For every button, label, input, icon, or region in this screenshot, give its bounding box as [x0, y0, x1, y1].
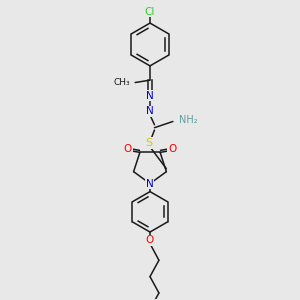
Text: S: S — [146, 138, 153, 148]
Text: O: O — [124, 144, 132, 154]
Text: O: O — [146, 236, 154, 245]
Text: N: N — [146, 91, 154, 100]
Text: O: O — [168, 144, 176, 154]
Text: Cl: Cl — [145, 7, 155, 17]
Text: CH₃: CH₃ — [113, 78, 130, 87]
Text: N: N — [146, 106, 154, 116]
Text: N: N — [146, 178, 154, 189]
Text: NH₂: NH₂ — [179, 115, 197, 125]
